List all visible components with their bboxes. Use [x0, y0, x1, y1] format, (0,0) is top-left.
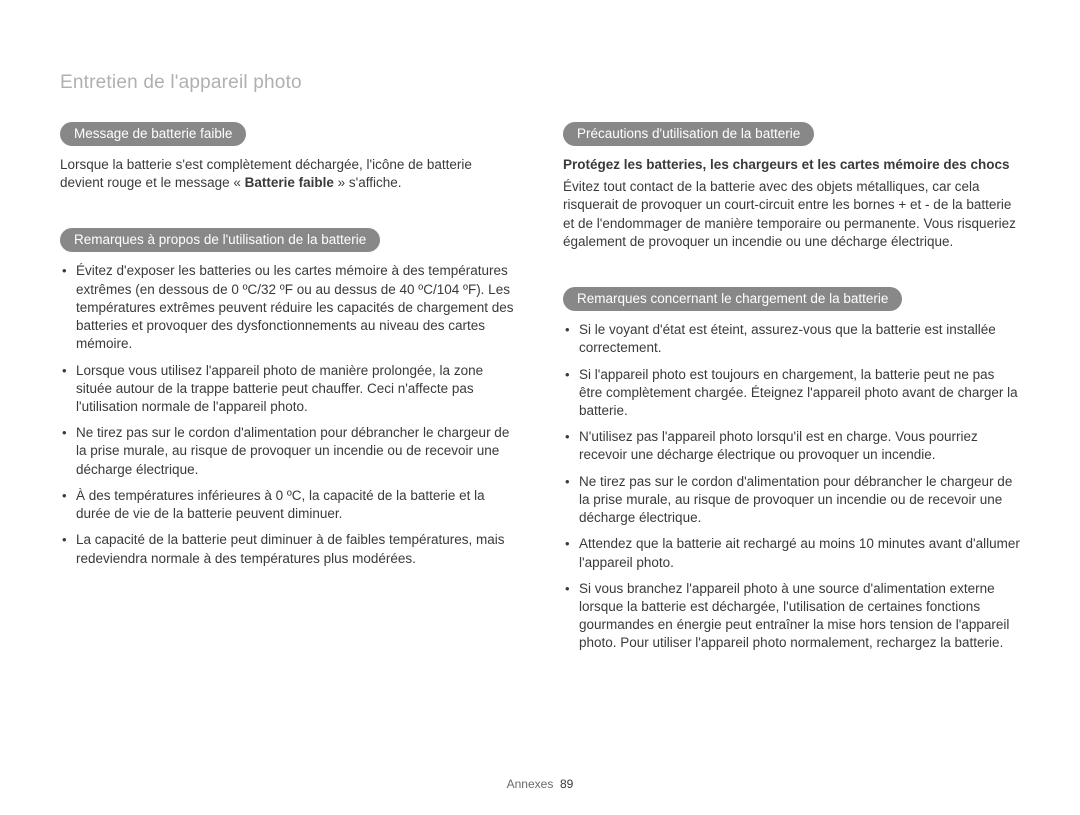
content-columns: Message de batterie faible Lorsque la ba…: [60, 122, 1020, 661]
subheading-bold: Protégez les batteries, les chargeurs et…: [563, 156, 1020, 174]
heading-pill: Remarques concernant le chargement de la…: [563, 287, 902, 311]
list-item: Ne tirez pas sur le cordon d'alimentatio…: [565, 473, 1020, 528]
page-footer: Annexes 89: [0, 777, 1080, 791]
body-paragraph: Évitez tout contact de la batterie avec …: [563, 178, 1020, 251]
section-battery-charging: Remarques concernant le chargement de la…: [563, 287, 1020, 653]
list-item: Lorsque vous utilisez l'appareil photo d…: [62, 362, 517, 417]
list-item: Ne tirez pas sur le cordon d'alimentatio…: [62, 424, 517, 479]
list-item: La capacité de la batterie peut diminuer…: [62, 531, 517, 567]
bullet-list: Si le voyant d'état est éteint, assurez-…: [563, 321, 1020, 653]
footer-page-number: 89: [560, 777, 573, 791]
right-column: Précautions d'utilisation de la batterie…: [563, 122, 1020, 661]
heading-pill: Remarques à propos de l'utilisation de l…: [60, 228, 380, 252]
list-item: Attendez que la batterie ait rechargé au…: [565, 535, 1020, 571]
list-item: Évitez d'exposer les batteries ou les ca…: [62, 262, 517, 353]
list-item: Si le voyant d'état est éteint, assurez-…: [565, 321, 1020, 357]
section-battery-usage: Remarques à propos de l'utilisation de l…: [60, 228, 517, 567]
heading-pill: Message de batterie faible: [60, 122, 246, 146]
page-title: Entretien de l'appareil photo: [60, 72, 1020, 94]
text-post: » s'affiche.: [334, 175, 402, 190]
list-item: À des températures inférieures à 0 ºC, l…: [62, 487, 517, 523]
text-bold: Batterie faible: [245, 175, 334, 190]
footer-label: Annexes: [507, 777, 554, 791]
body-paragraph: Lorsque la batterie s'est complètement d…: [60, 156, 517, 192]
list-item: Si l'appareil photo est toujours en char…: [565, 366, 1020, 421]
section-battery-precautions: Précautions d'utilisation de la batterie…: [563, 122, 1020, 251]
list-item: N'utilisez pas l'appareil photo lorsqu'i…: [565, 428, 1020, 464]
section-low-battery: Message de batterie faible Lorsque la ba…: [60, 122, 517, 192]
bullet-list: Évitez d'exposer les batteries ou les ca…: [60, 262, 517, 567]
heading-pill: Précautions d'utilisation de la batterie: [563, 122, 814, 146]
left-column: Message de batterie faible Lorsque la ba…: [60, 122, 517, 661]
list-item: Si vous branchez l'appareil photo à une …: [565, 580, 1020, 653]
